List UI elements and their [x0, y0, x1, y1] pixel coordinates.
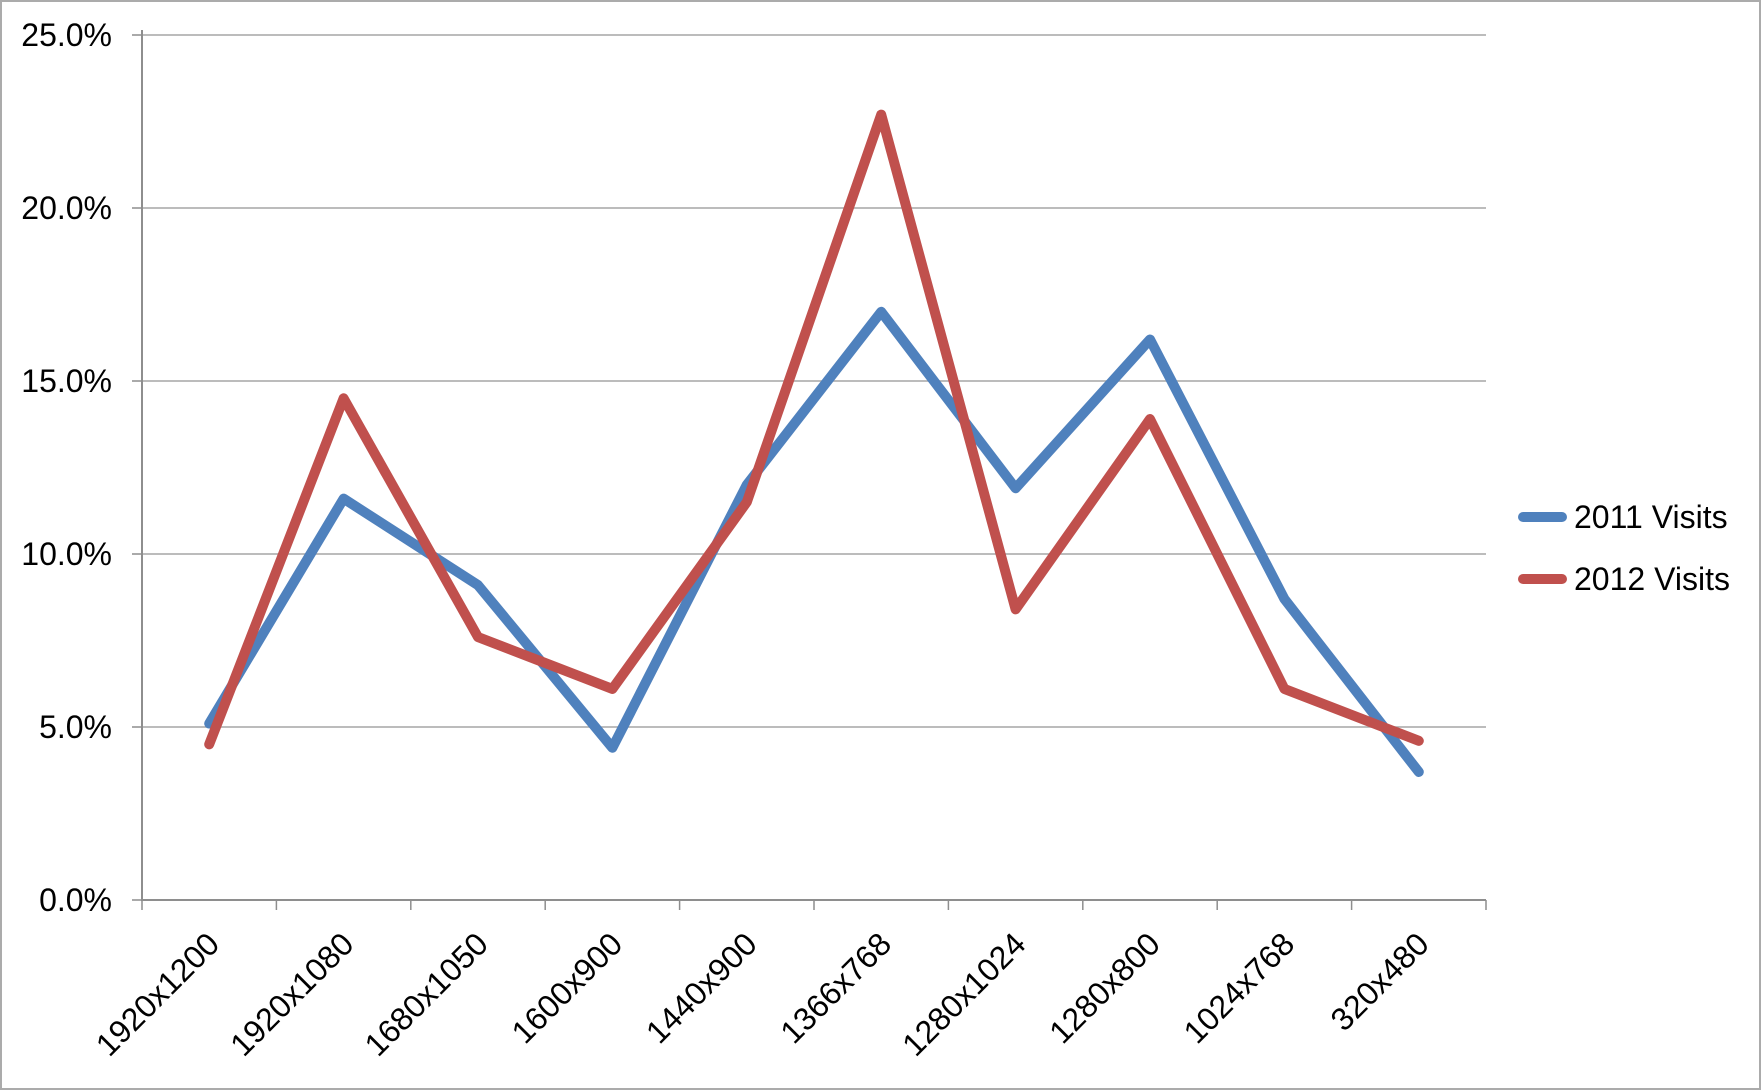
series-line-2012-visits	[204, 109, 1424, 750]
x-axis-label: 1280x800	[1042, 925, 1167, 1050]
legend-item-2012-visits: 2012 Visits	[1518, 561, 1730, 597]
x-axis-label: 1680x1050	[358, 925, 495, 1062]
y-axis-label: 20.0%	[21, 190, 112, 226]
x-axis-label: 1024x768	[1176, 925, 1301, 1050]
y-axis-label: 5.0%	[39, 709, 112, 745]
y-axis-label: 0.0%	[39, 882, 112, 918]
x-axis-label: 1600x900	[504, 925, 629, 1050]
y-axis-label: 25.0%	[21, 17, 112, 53]
y-axis-label: 15.0%	[21, 363, 112, 399]
legend-marker-2011-visits-icon	[1518, 512, 1567, 522]
legend-marker-2012-visits-icon	[1518, 574, 1567, 584]
x-axis-label: 1440x900	[639, 925, 764, 1050]
x-axis-label: 1920x1200	[89, 925, 226, 1062]
x-axis-label: 1920x1080	[223, 925, 360, 1062]
series-line-2011-visits	[204, 306, 1424, 777]
legend-item-2011-visits: 2011 Visits	[1518, 499, 1728, 535]
legend-label-2011-visits: 2011 Visits	[1574, 498, 1728, 535]
x-axis-label: 1366x768	[773, 925, 898, 1050]
x-axis-label: 1280x1024	[895, 925, 1032, 1062]
x-axis-label: 320x480	[1323, 925, 1435, 1037]
legend-label-2012-visits: 2012 Visits	[1574, 560, 1730, 597]
y-axis-label: 10.0%	[21, 536, 112, 572]
